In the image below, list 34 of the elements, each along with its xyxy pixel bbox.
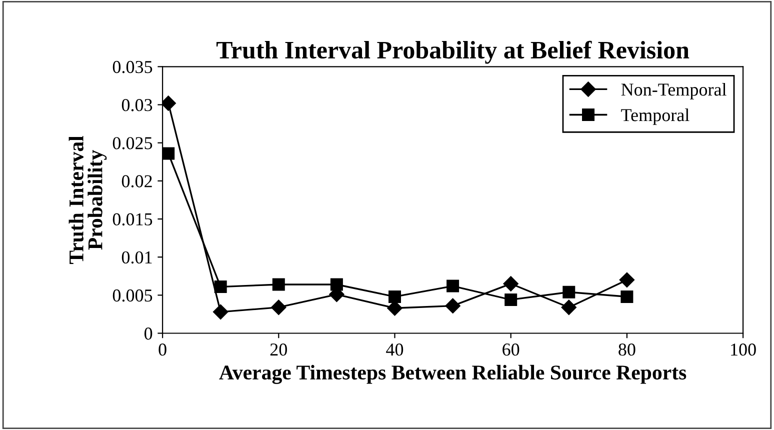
y-tick-label: 0.015: [112, 213, 152, 226]
x-axis-title: Average Timesteps Between Reliable Source Reports: [219, 364, 686, 384]
point: [504, 293, 518, 306]
point: [272, 278, 285, 291]
point: [620, 290, 634, 303]
x-tick-label: 80: [618, 343, 636, 356]
y-axis-title: Truth Interval Probability: [68, 136, 107, 264]
point: [330, 278, 343, 291]
y-tick-label: 0.03: [122, 98, 152, 112]
point: [162, 147, 175, 160]
x-tick-label: 20: [270, 343, 287, 356]
y-tick-label: 0.035: [112, 60, 152, 74]
point: [619, 272, 635, 288]
point: [503, 276, 518, 292]
point: [213, 304, 228, 320]
x-tick-label: 60: [502, 343, 520, 356]
point: [271, 300, 286, 315]
point: [388, 290, 401, 303]
y-tick-label: 0.02: [122, 175, 152, 188]
x-tick-label: 100: [731, 343, 756, 356]
y-tick-label: 0.005: [112, 289, 152, 302]
x-tick-label: 0: [158, 343, 166, 356]
point: [446, 280, 460, 292]
legend-label: Non-Temporal: [621, 83, 726, 100]
y-tick-label: 0.025: [112, 137, 152, 150]
point: [562, 286, 576, 298]
point: [561, 300, 576, 315]
point: [445, 298, 460, 314]
legend-label: Temporal: [621, 108, 690, 125]
y-tick-label: 0.01: [122, 251, 152, 264]
chart-title: Truth Interval Probability at Belief Revision: [216, 40, 690, 64]
point: [214, 280, 227, 294]
y-tick-label: 0: [144, 328, 152, 340]
x-tick-label: 40: [386, 343, 404, 356]
